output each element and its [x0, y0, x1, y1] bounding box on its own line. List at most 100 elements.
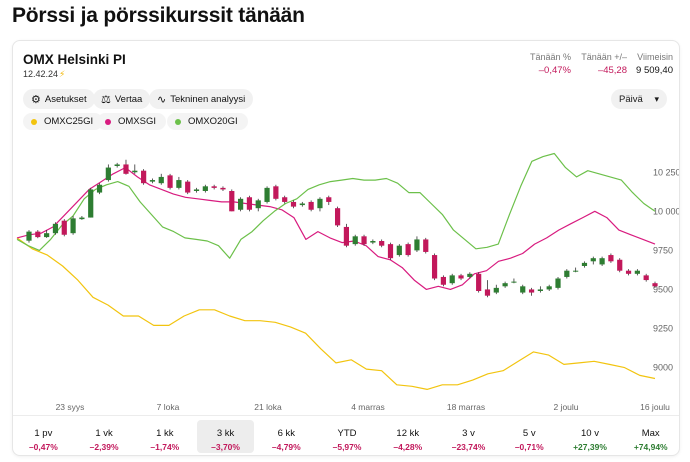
stat-label: Viimeisin [637, 52, 673, 62]
price-chart[interactable]: 10 250 10 000 9750 9500 9250 9000 23 syys 7 lok… [13, 141, 680, 415]
range-label: 6 kk [277, 428, 296, 439]
candle-body [370, 241, 376, 243]
range-change: –0,47% [28, 442, 58, 452]
settings-label: Asetukset [44, 93, 87, 105]
candle-body [467, 273, 473, 277]
candle-body [44, 233, 50, 238]
x-tick-label: 7 loka [157, 402, 180, 412]
range-label: 5 v [522, 428, 536, 439]
candle-body [141, 170, 147, 184]
candle-body [334, 208, 341, 226]
trend-line-icon: ∿ [157, 93, 167, 106]
candle-body [476, 273, 482, 291]
period-select[interactable]: Päivä ▾ [611, 89, 667, 109]
stat-label: Tänään % [529, 52, 571, 62]
candle-body [308, 201, 314, 210]
candle-body [123, 164, 129, 174]
compare-label: Vertaa [114, 93, 143, 105]
range-label: 3 v [462, 428, 475, 439]
technical-analysis-button[interactable]: ∿ Tekninen analyysi [149, 89, 254, 109]
chevron-down-icon: ▾ [654, 93, 659, 104]
candle-body [185, 181, 191, 193]
index-time: 12.42.24⚡ [23, 69, 65, 80]
candle-body [431, 255, 438, 279]
candle-body [88, 189, 94, 218]
legend-item-omxsgi[interactable]: OMXSGI [97, 113, 167, 130]
candle-body [202, 186, 208, 191]
range-label: 10 v [580, 428, 599, 439]
candle-body [414, 239, 420, 251]
candle-body [273, 186, 279, 199]
x-tick-label: 18 marras [447, 402, 485, 412]
candle-body [246, 197, 253, 210]
range-change: +74,94% [633, 442, 668, 452]
legend-item-omxo20gi[interactable]: OMXO20GI [167, 113, 248, 130]
stat-latest: Viimeisin 9 509,40 [636, 52, 673, 76]
candle-body [26, 231, 32, 241]
candle-body [520, 286, 526, 293]
range-ytd[interactable]: YTD –5,97% [319, 420, 376, 453]
range-label: 1 vk [95, 428, 113, 439]
compare-button[interactable]: ⚖ Vertaa [93, 89, 151, 109]
page-title: Pörssi ja pörssikurssit tänään [12, 4, 305, 27]
range-3-v[interactable]: 3 v –23,74% [440, 420, 497, 453]
candle-body [35, 231, 41, 238]
legend-item-omxc25gi[interactable]: OMXC25GI [23, 113, 104, 130]
candle-body [229, 191, 235, 212]
candle-body [361, 236, 367, 245]
stat-value: –0,47% [538, 65, 571, 76]
range-label: 1 kk [156, 428, 174, 439]
legend-dot [175, 118, 181, 125]
candle-body [176, 180, 182, 188]
range-6-kk[interactable]: 6 kk –4,79% [258, 420, 315, 453]
period-select-value: Päivä [619, 93, 643, 105]
candle-body [105, 167, 111, 181]
candle-body [317, 198, 323, 209]
range-1-pv[interactable]: 1 pv –0,47% [15, 420, 72, 453]
candle-body [537, 289, 543, 291]
range-max[interactable]: Max +74,94% [622, 420, 679, 453]
candle-body [79, 217, 85, 220]
candle-body [149, 180, 156, 182]
range-1-vk[interactable]: 1 vk –2,39% [76, 420, 133, 453]
range-3-kk[interactable]: 3 kk –3,70% [197, 420, 254, 453]
candle-body [555, 278, 561, 288]
candle-body [493, 287, 499, 293]
candle-body [511, 281, 517, 283]
candle-body [652, 283, 658, 287]
candle-body [326, 197, 332, 202]
candle-body [282, 197, 288, 202]
gear-icon: ⚙ [31, 93, 41, 106]
legend-label: OMXC25GI [44, 116, 94, 127]
candle-body [617, 259, 623, 271]
x-tick-label: 23 syys [56, 402, 85, 412]
range-12-kk[interactable]: 12 kk –4,28% [379, 420, 436, 453]
range-change: –5,97% [332, 442, 362, 452]
candle-body [352, 236, 358, 245]
range-5-v[interactable]: 5 v –0,71% [501, 420, 558, 453]
stat-value: –45,28 [597, 65, 627, 76]
candle-body [546, 286, 552, 290]
range-selector: 1 pv –0,47% 1 vk –2,39% 1 kk –1,74% 3 kk –3,70%… [13, 415, 679, 455]
range-label: 3 kk [216, 428, 235, 439]
range-label: 1 pv [34, 428, 53, 439]
y-tick-label: 9250 [653, 324, 673, 334]
candle-body [70, 218, 76, 234]
range-1-kk[interactable]: 1 kk –1,74% [136, 420, 193, 453]
candle-body [61, 220, 67, 235]
candle-body [167, 175, 173, 188]
candle-body [502, 283, 508, 287]
candle-body [114, 164, 120, 166]
candle-body [52, 223, 59, 234]
candle-body [599, 258, 605, 265]
index-card: OMX Helsinki PI 12.42.24⚡ Tänään % –0,47… [12, 40, 680, 456]
legend-label: OMXSGI [118, 116, 157, 127]
range-10-v[interactable]: 10 v +27,39% [562, 420, 619, 453]
candle-body [158, 176, 164, 184]
settings-button[interactable]: ⚙ Asetukset [23, 89, 95, 109]
range-change: –0,71% [514, 442, 544, 452]
legend-dot [31, 118, 37, 125]
index-time-label: 12.42.24 [23, 69, 59, 79]
range-label: 12 kk [396, 428, 420, 439]
candle-body [449, 275, 455, 284]
